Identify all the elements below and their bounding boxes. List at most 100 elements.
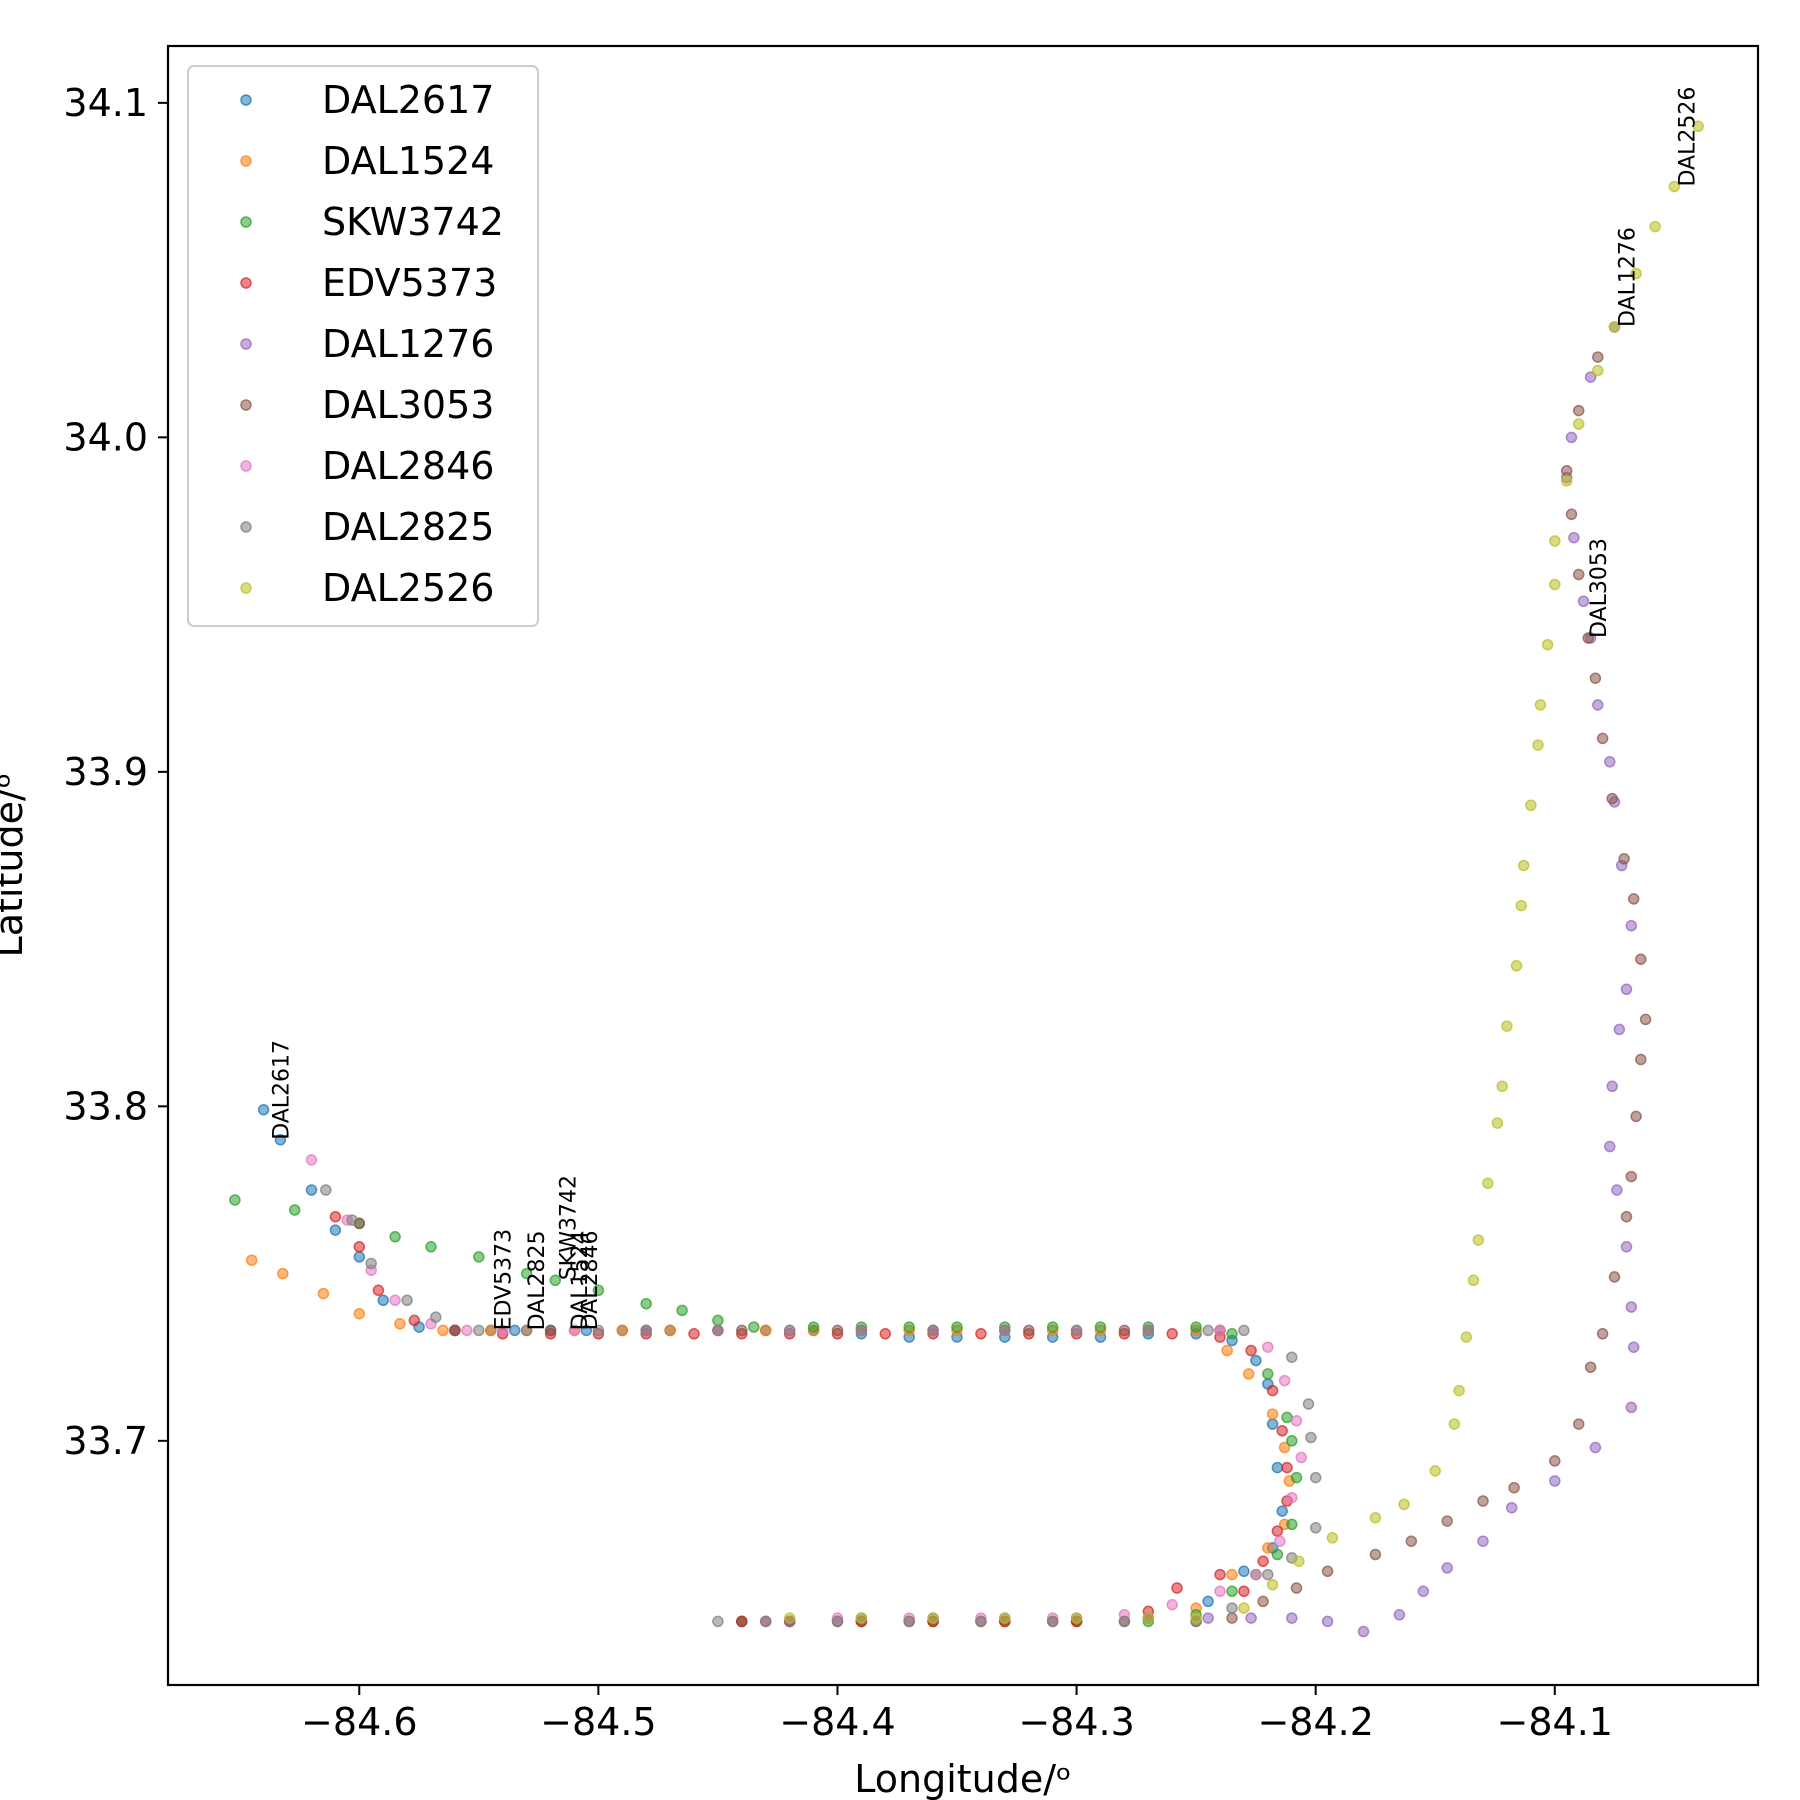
legend-label: DAL2825 — [322, 505, 494, 549]
data-point — [1290, 1582, 1303, 1594]
y-tick-label: 33.7 — [63, 1419, 148, 1463]
legend-item-DAL2526: DAL2526 — [240, 566, 494, 610]
data-point — [274, 1134, 287, 1146]
data-point — [1369, 1512, 1382, 1524]
data-point — [1572, 1418, 1585, 1430]
data-point — [1302, 1398, 1315, 1410]
legend-label: EDV5373 — [322, 261, 497, 305]
data-point — [473, 1251, 485, 1263]
data-point — [1453, 1384, 1465, 1397]
data-point — [1592, 364, 1604, 377]
y-axis-label: Latitude/ᵒ — [0, 773, 31, 958]
data-point — [1589, 672, 1602, 684]
data-point — [1584, 371, 1597, 383]
data-point — [1429, 1465, 1441, 1477]
data-point — [1271, 1461, 1284, 1474]
data-point — [1070, 1324, 1083, 1337]
series-DAL1276 — [783, 321, 1640, 1638]
legend-item-DAL2617: DAL2617 — [240, 78, 494, 122]
data-point — [1357, 1625, 1370, 1638]
data-point — [1326, 1532, 1339, 1544]
data-point — [855, 1324, 868, 1337]
data-point — [903, 1615, 915, 1628]
data-point — [1639, 1013, 1652, 1026]
data-point — [1649, 220, 1661, 233]
data-points — [229, 120, 1704, 1638]
data-point — [401, 1294, 413, 1307]
data-point — [1266, 1408, 1279, 1420]
data-point — [394, 1318, 406, 1330]
data-point — [1309, 1522, 1322, 1534]
data-point — [1532, 739, 1544, 751]
data-point — [372, 1284, 385, 1297]
series-DAL3053 — [353, 351, 1652, 1628]
legend-label: SKW3742 — [322, 200, 504, 244]
data-point — [1281, 1411, 1293, 1424]
data-point — [1226, 1328, 1238, 1340]
data-point — [1262, 1568, 1274, 1581]
data-point — [1467, 1274, 1480, 1287]
data-point — [1118, 1324, 1131, 1337]
data-point — [592, 1324, 605, 1337]
data-point — [1238, 1324, 1250, 1337]
data-point — [1286, 1491, 1298, 1504]
data-point — [473, 1324, 485, 1337]
legend-marker — [240, 216, 252, 228]
data-point — [1278, 1441, 1291, 1454]
data-point — [688, 1328, 700, 1340]
data-point — [999, 1612, 1011, 1624]
data-point — [305, 1154, 318, 1166]
data-point — [1592, 351, 1604, 363]
legend-item-DAL2846: DAL2846 — [240, 444, 494, 488]
data-point — [879, 1328, 892, 1340]
legend-label: DAL2526 — [322, 566, 494, 610]
plot-frame — [166, 44, 1760, 1687]
data-point — [1262, 1542, 1274, 1554]
y-tick-label: 33.8 — [63, 1084, 148, 1128]
data-point — [927, 1612, 939, 1624]
data-point — [712, 1324, 724, 1337]
data-point — [1549, 535, 1561, 547]
data-point — [1309, 1471, 1322, 1484]
series-DAL2617 — [257, 1103, 1288, 1628]
legend-label: DAL2617 — [322, 78, 494, 122]
data-point — [1226, 1602, 1238, 1614]
data-point — [951, 1321, 963, 1333]
x-tick-label: −84.1 — [1497, 1700, 1613, 1744]
data-point — [855, 1612, 868, 1624]
trajectory-label: DAL1524 — [568, 1231, 593, 1331]
x-axis-label: Longitude/ᵒ — [854, 1757, 1072, 1800]
data-point — [1620, 983, 1633, 996]
data-point — [1278, 1374, 1291, 1387]
legend-marker — [240, 460, 252, 472]
data-point — [1565, 508, 1578, 521]
data-point — [1625, 1401, 1638, 1414]
trajectory-label: DAL3053 — [1587, 538, 1612, 638]
data-point — [783, 1324, 796, 1337]
series-DAL2846 — [305, 1154, 1308, 1628]
data-point — [1271, 1548, 1284, 1561]
data-point — [320, 1184, 332, 1196]
data-point — [1625, 1301, 1638, 1313]
data-point — [1482, 1177, 1494, 1190]
data-point — [353, 1307, 366, 1320]
data-point — [1608, 321, 1621, 333]
data-point — [1477, 1535, 1489, 1547]
data-point — [1515, 899, 1528, 912]
data-point — [1274, 1535, 1286, 1547]
data-point — [1245, 1612, 1257, 1624]
data-point — [1271, 1525, 1284, 1537]
x-tick-label: −84.4 — [779, 1700, 895, 1744]
legend-item-SKW3742: SKW3742 — [240, 200, 504, 244]
data-point — [1441, 1562, 1453, 1574]
data-point — [1321, 1615, 1334, 1628]
legend-marker — [240, 521, 252, 533]
data-point — [1525, 799, 1537, 812]
data-point — [485, 1324, 497, 1337]
data-point — [783, 1612, 796, 1624]
trajectory-label: EDV5373 — [492, 1229, 517, 1331]
data-point — [1290, 1415, 1303, 1427]
data-point — [1517, 859, 1530, 872]
data-point — [1625, 1170, 1638, 1183]
data-point — [1023, 1324, 1035, 1337]
